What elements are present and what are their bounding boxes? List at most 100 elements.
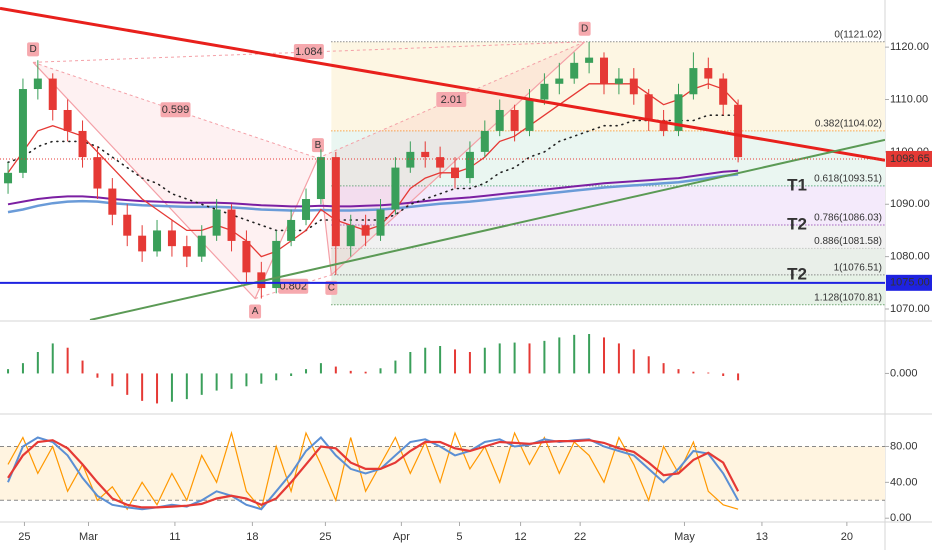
x-tick-label: Apr (393, 531, 410, 543)
candle-body (4, 172, 13, 184)
candle-body (33, 78, 42, 90)
candle-body (302, 199, 311, 220)
candle-body (346, 225, 355, 247)
histogram-bar (662, 363, 665, 374)
histogram-bar (722, 373, 725, 376)
candle-body (212, 209, 221, 236)
indicator-line (7, 169, 739, 208)
histogram-bar (200, 373, 203, 395)
histogram-bar (707, 372, 710, 374)
histogram-bar (7, 369, 10, 374)
price-tag-label: 1075.00 (890, 277, 930, 289)
candle-body (570, 62, 579, 79)
candle-body (644, 94, 653, 121)
candle-body (421, 151, 430, 158)
fib-label: 0.618(1093.51) (814, 174, 882, 185)
histogram-bar (230, 373, 233, 389)
ratio-badge (436, 91, 467, 107)
histogram-bar (394, 360, 397, 374)
histogram-bar (215, 373, 218, 391)
histogram-bar (170, 373, 173, 402)
fib-label: 0.886(1081.58) (814, 236, 882, 247)
point-badge (578, 21, 591, 36)
histogram-bar (290, 373, 293, 376)
candle-body (704, 68, 713, 79)
fib-band (331, 274, 885, 305)
fib-label: 1(1076.51) (834, 263, 882, 274)
candle-body (510, 109, 519, 131)
candle-body (480, 130, 489, 152)
y-tick-label: 80.00 (890, 440, 918, 452)
candle-body (614, 78, 623, 84)
candle-body (153, 230, 162, 252)
histogram-bar (305, 369, 308, 374)
indicator-line (7, 114, 739, 232)
candle-body (167, 230, 176, 247)
x-tick-label: 11 (169, 531, 180, 543)
histogram-bar (409, 352, 412, 374)
indicator-line (7, 173, 739, 214)
histogram-bar (66, 347, 69, 374)
histogram-bar (498, 343, 501, 374)
candle-body (495, 109, 504, 131)
histogram-bar (96, 373, 99, 378)
x-tick-label: 5 (456, 531, 462, 543)
candle-body (585, 57, 594, 63)
histogram-bar (439, 346, 442, 374)
histogram-bar (543, 340, 546, 374)
x-tick-label: 25 (319, 531, 331, 543)
y-tick-label: 1110.00 (890, 93, 928, 105)
fib-label: 0.382(1104.02) (815, 118, 882, 129)
candle-body (138, 235, 147, 252)
candle-body (242, 240, 251, 273)
harmonic-ratio-line (33, 41, 585, 63)
candle-body (629, 78, 638, 95)
target-label: T2 (787, 215, 807, 234)
x-tick-label: 13 (756, 531, 768, 543)
target-label: T2 (787, 264, 807, 283)
point-label: C (328, 283, 335, 294)
fib-label: 1.128(1070.81) (814, 292, 882, 303)
pane: 0(1121.02) 0.382(1104.02) 0.618(1093.51) 0.… (0, 6, 885, 320)
candle-body (316, 157, 325, 200)
candle-body (123, 214, 132, 236)
pane (0, 430, 885, 511)
y-tick-label: 1070.00 (890, 303, 930, 315)
histogram-bar (185, 373, 188, 400)
candle-body (63, 109, 72, 131)
histogram-bar (245, 373, 248, 387)
candle-body (734, 104, 743, 158)
x-tick-label: 18 (246, 531, 258, 543)
candle-body (182, 246, 191, 257)
y-tick-label: 1080.00 (890, 251, 930, 263)
x-tick-label: 22 (574, 531, 586, 543)
candle-body (93, 157, 102, 189)
ratio-label: 0.599 (162, 104, 190, 116)
histogram-bar (51, 343, 54, 374)
histogram-bar (737, 373, 740, 381)
histogram-bar (379, 368, 382, 374)
histogram-bar (36, 352, 39, 374)
candle-body (18, 89, 27, 173)
histogram-bar (588, 334, 591, 374)
candle-body (108, 188, 117, 215)
histogram-bar (81, 360, 84, 374)
ratio-label: 2.01 (441, 94, 462, 106)
y-tick-label: 0.000 (890, 367, 918, 379)
candle-body (78, 130, 87, 158)
trendline (89, 138, 885, 320)
candle-body (331, 157, 340, 247)
candle-body (540, 83, 549, 100)
y-tick-label: 1090.00 (890, 198, 930, 210)
fib-band (331, 41, 885, 131)
point-label: D (581, 23, 588, 34)
histogram-bar (647, 356, 650, 374)
fib-band (331, 130, 885, 186)
point-badge (27, 42, 40, 57)
candle-body (674, 94, 683, 131)
indicator-line (7, 436, 739, 511)
histogram-bar (632, 349, 635, 374)
candle-body (719, 78, 728, 105)
trendline (0, 6, 885, 162)
